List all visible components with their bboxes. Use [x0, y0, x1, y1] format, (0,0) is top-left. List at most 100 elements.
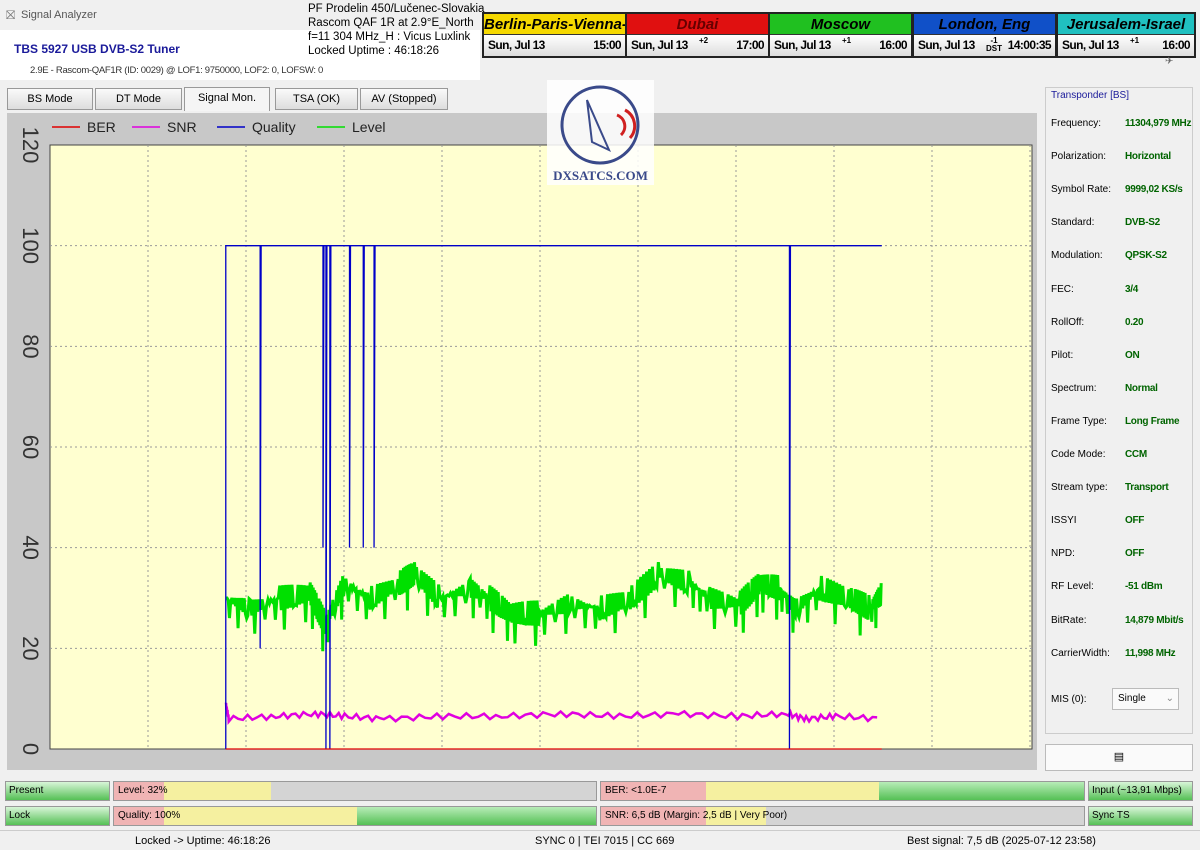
transponder-label: RollOff:	[1051, 316, 1085, 328]
transponder-label: RF Level:	[1051, 581, 1094, 593]
transponder-label: Frequency:	[1051, 118, 1102, 129]
transponder-label: Symbol Rate:	[1051, 184, 1112, 196]
clock-2: Moscow Sun, Jul 13 +1 16:00	[768, 12, 913, 58]
watermark-logo: DXSATCS.COM	[547, 80, 654, 185]
clock-date: Sun, Jul 13	[1062, 38, 1119, 52]
clock-offset: +2	[699, 36, 709, 45]
transponder-value: 11,998 MHz	[1125, 647, 1176, 659]
transponder-title: Transponder [BS]	[1051, 90, 1130, 101]
clock-offset: +1	[842, 36, 852, 45]
status-best-signal: Best signal: 7,5 dB (2025-07-12 23:58)	[907, 835, 1096, 847]
clock-date: Sun, Jul 13	[488, 38, 545, 52]
clock-date: Sun, Jul 13	[631, 38, 688, 52]
signal-chart: 0 20 40 60 80 100 120 BER SNR Quality Level	[18, 119, 1033, 755]
status-sync: SYNC 0 | TEI 7015 | CC 669	[535, 835, 675, 847]
y-tick-label: 80	[18, 334, 43, 358]
legend-label: BER	[87, 119, 116, 135]
legend-label: Quality	[252, 119, 296, 135]
sync-indicator: Sync TS	[1088, 806, 1193, 826]
toolbar-button[interactable]: ▤	[1045, 744, 1193, 771]
chevron-down-icon: ⌄	[1165, 693, 1174, 704]
clock-city: Dubai	[627, 14, 768, 35]
panel-icon: ▤	[1113, 751, 1125, 763]
tab-tsa-ok-[interactable]: TSA (OK)	[275, 88, 358, 110]
clock-offset: +1	[1130, 36, 1140, 45]
transponder-value: QPSK-S2	[1125, 250, 1167, 262]
transponder-label: ISSYI	[1051, 515, 1077, 527]
clock-1: Dubai Sun, Jul 13 +2 17:00	[625, 12, 770, 58]
transponder-value: 0.20	[1125, 316, 1144, 328]
status-bar: Locked -> Uptime: 46:18:26 SYNC 0 | TEI …	[0, 830, 1200, 850]
level-bar: Level: 32%	[113, 781, 597, 801]
transponder-label: NPD:	[1051, 548, 1075, 560]
transponder-label: CarrierWidth:	[1051, 647, 1110, 659]
info-block: PF Prodelin 450/Lučenec-Slovakia Rascom …	[308, 2, 484, 58]
present-indicator: Present	[5, 781, 110, 801]
snr-label: SNR: 6,5 dB (Margin: 2,5 dB | Very Poor)	[605, 810, 788, 821]
transponder-value: Normal	[1125, 382, 1158, 394]
clock-time: 14:00:35	[1007, 38, 1052, 52]
level-label: Level: 32%	[118, 785, 168, 796]
transponder-value: OFF	[1125, 515, 1145, 527]
transponder-panel: Transponder [BS] Frequency: 11304,979 MHz…	[1045, 87, 1193, 734]
y-tick-label: 20	[18, 636, 43, 660]
clock-city: Berlin-Paris-Vienna-Roma	[484, 14, 625, 35]
y-tick-label: 40	[18, 535, 43, 559]
clock-3: London, Eng Sun, Jul 13 -1 DST 14:00:35	[912, 12, 1057, 58]
transponder-label: Spectrum:	[1051, 382, 1097, 394]
signal-chart-panel: 0 20 40 60 80 100 120 BER SNR Quality Level	[7, 113, 1037, 770]
clock-0: Berlin-Paris-Vienna-Roma Sun, Jul 13 15:0…	[482, 12, 627, 58]
clock-time: 16:00	[879, 38, 907, 52]
legend-label: Level	[352, 119, 385, 135]
tuner-details: 2.9E - Rascom-QAF1R (ID: 0029) @ LOF1: 9…	[30, 65, 324, 76]
series-snr-line	[224, 702, 878, 726]
clock-city: Moscow	[770, 14, 911, 35]
mis-label: MIS (0):	[1051, 694, 1087, 705]
transponder-value: 9999,02 KS/s	[1125, 184, 1183, 196]
info-line: PF Prodelin 450/Lučenec-Slovakia	[308, 3, 485, 15]
transponder-label: Frame Type:	[1051, 415, 1107, 427]
transponder-value: OFF	[1125, 548, 1145, 560]
transponder-label: FEC:	[1051, 283, 1074, 295]
transponder-label: Stream type:	[1051, 482, 1108, 494]
transponder-value: 3/4	[1125, 283, 1139, 295]
header: TBS 5927 USB DVB-S2 Tuner 2.9E - Rascom-…	[0, 30, 480, 80]
lock-indicator: Lock	[5, 806, 110, 826]
logo-small-icon: ✈	[1165, 56, 1174, 67]
transponder-value: DVB-S2	[1125, 217, 1160, 229]
clock-offset: -1 DST	[986, 36, 1002, 53]
transponder-label: Pilot:	[1051, 349, 1074, 361]
tuner-name: TBS 5927 USB DVB-S2 Tuner	[14, 42, 180, 56]
quality-label: Quality: 100%	[118, 810, 181, 821]
tab-dt-mode[interactable]: DT Mode	[95, 88, 182, 110]
transponder-value: ON	[1125, 349, 1140, 361]
y-tick-label: 60	[18, 435, 43, 459]
clock-date: Sun, Jul 13	[774, 38, 831, 52]
mis-value: Single	[1118, 693, 1146, 704]
transponder-value: CCM	[1125, 449, 1147, 460]
transponder-label: BitRate:	[1051, 614, 1087, 626]
clock-city: Jerusalem-Israel	[1058, 14, 1194, 35]
clock-time: 17:00	[736, 38, 764, 52]
series-level-line	[225, 561, 883, 652]
tab-av-stopped-[interactable]: AV (Stopped)	[360, 88, 448, 110]
clock-time: 16:00	[1162, 38, 1190, 52]
clock-city: London, Eng	[914, 14, 1055, 35]
info-line: f=11 304 MHz_H : Vicus Luxlink	[308, 31, 471, 43]
y-tick-label: 100	[18, 227, 43, 264]
input-indicator: Input (~13,91 Mbps)	[1088, 781, 1193, 801]
logo-text: DXSATCS.COM	[553, 168, 648, 183]
transponder-value: 14,879 Mbit/s	[1125, 614, 1184, 626]
clock-date: Sun, Jul 13	[918, 38, 975, 52]
transponder-value: Transport	[1125, 482, 1169, 494]
clock-time: 15:00	[593, 38, 621, 52]
legend-label: SNR	[167, 119, 197, 135]
transponder-value: -51 dBm	[1125, 581, 1163, 593]
tab-bs-mode[interactable]: BS Mode	[7, 88, 93, 110]
mis-select[interactable]: Single ⌄	[1112, 688, 1179, 710]
transponder-label: Code Mode:	[1051, 449, 1106, 460]
transponder-label: Modulation:	[1051, 250, 1103, 262]
transponder-label: Standard:	[1051, 217, 1095, 229]
quality-bar: Quality: 100%	[113, 806, 597, 826]
tab-signal-mon-[interactable]: Signal Mon.	[184, 87, 270, 111]
